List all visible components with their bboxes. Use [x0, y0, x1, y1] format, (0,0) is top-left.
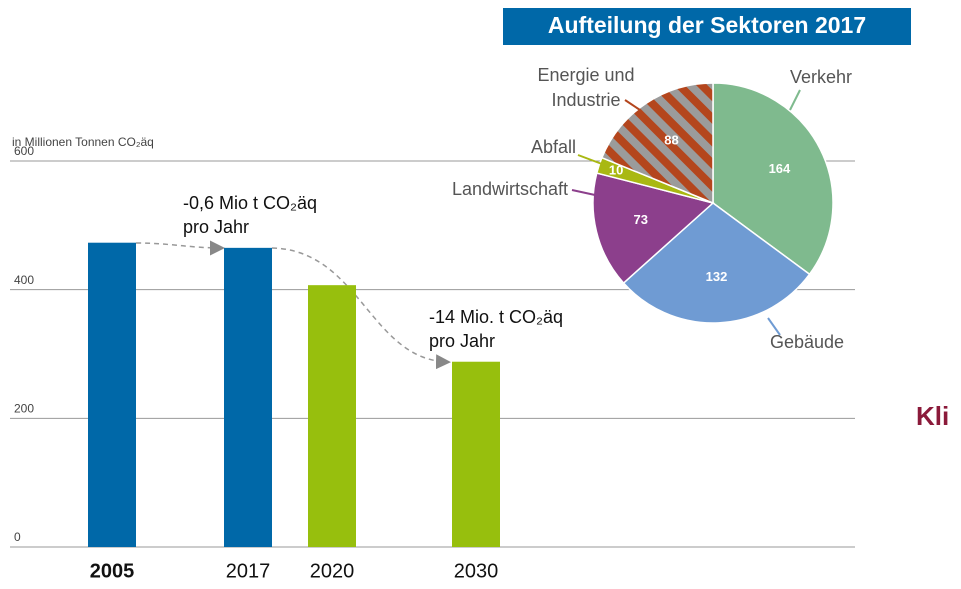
- annotation: pro Jahr: [429, 331, 495, 351]
- annotation: -0,6 Mio t CO₂äq: [183, 193, 317, 213]
- x-tick-label: 2030: [454, 560, 499, 582]
- leader-line: [624, 99, 641, 111]
- leader-line: [767, 317, 781, 336]
- pie-slice: [600, 82, 714, 205]
- value-label: 10: [609, 162, 623, 177]
- bar: [224, 247, 272, 547]
- category-label: Landwirtschaft: [452, 179, 568, 199]
- x-tick-label: 2005: [90, 560, 135, 582]
- y-tick-label: 600: [14, 144, 34, 158]
- category-label: Energie und Industrie: [537, 65, 634, 110]
- x-tick-label: 2020: [310, 560, 355, 582]
- bar: [452, 361, 500, 547]
- annotation: -14 Mio. t CO₂äq: [429, 307, 563, 327]
- annotation: pro Jahr: [183, 217, 249, 237]
- pie-title-box: [503, 8, 911, 45]
- y-tick-label: 200: [14, 402, 34, 416]
- value-label: 88: [664, 133, 678, 148]
- pie-slice: [712, 82, 834, 276]
- pie-slice: [592, 172, 715, 285]
- leader-line: [577, 154, 603, 165]
- value-label: 164: [769, 161, 791, 176]
- x-tick-label: 2017: [226, 560, 271, 582]
- pie-title: Aufteilung der Sektoren 2017: [548, 12, 866, 38]
- y-tick-label: 400: [14, 273, 34, 287]
- trend-arrow: [135, 240, 225, 256]
- bar: [88, 242, 136, 547]
- y-axis-label: in Millionen Tonnen CO₂äq: [12, 135, 154, 149]
- value-label: 73: [633, 212, 647, 227]
- leader-line: [789, 89, 801, 111]
- side-text: Kli: [916, 401, 949, 431]
- trend-arrow: [271, 247, 451, 370]
- pie-slice: [622, 202, 811, 324]
- y-tick-label: 0: [14, 530, 21, 544]
- bar: [308, 285, 356, 547]
- value-label: 132: [706, 269, 728, 284]
- leader-line: [571, 189, 596, 196]
- category-label: Abfall: [531, 137, 576, 157]
- category-label: Verkehr: [790, 67, 852, 87]
- category-label: Gebäude: [770, 332, 844, 352]
